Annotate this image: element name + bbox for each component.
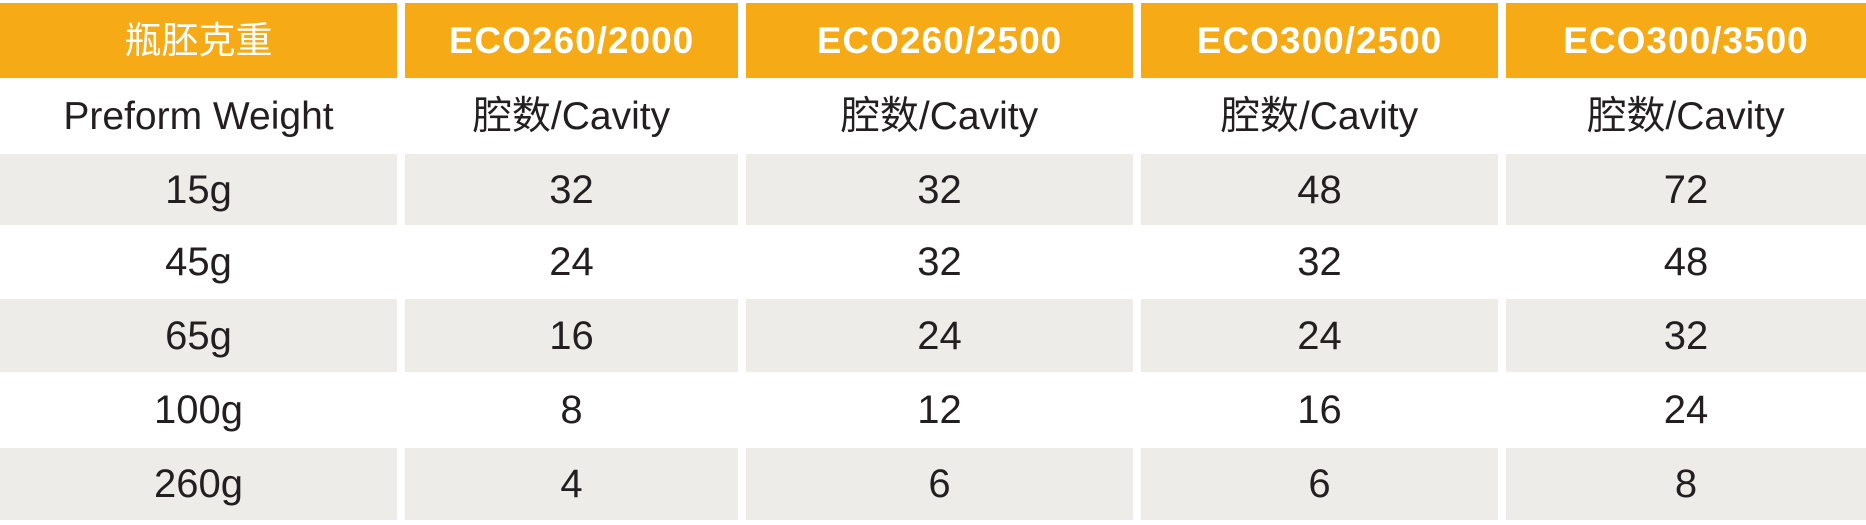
- table-cell: 32: [746, 225, 1133, 299]
- table-cell: 6: [1141, 448, 1498, 520]
- table-cell: 24: [746, 299, 1133, 372]
- row-weight-65g: 65g: [0, 299, 397, 372]
- header-model-eco300-3500: ECO300/3500: [1506, 3, 1866, 78]
- table-cell: 48: [1141, 154, 1498, 225]
- table-cell: 16: [1141, 372, 1498, 448]
- table-cell: 6: [746, 448, 1133, 520]
- row-weight-260g: 260g: [0, 448, 397, 520]
- row-weight-15g: 15g: [0, 154, 397, 225]
- header-model-eco260-2000: ECO260/2000: [405, 3, 738, 78]
- header-model-eco300-2500: ECO300/2500: [1141, 3, 1498, 78]
- table-cell: 48: [1506, 225, 1866, 299]
- table-cell: 8: [1506, 448, 1866, 520]
- cavity-label: 腔数/Cavity: [1506, 78, 1866, 154]
- table-cell: 24: [1506, 372, 1866, 448]
- table-cell: 24: [405, 225, 738, 299]
- row-weight-100g: 100g: [0, 372, 397, 448]
- cavity-label: 腔数/Cavity: [746, 78, 1133, 154]
- header-preform-weight-en: Preform Weight: [0, 78, 397, 154]
- table-cell: 32: [746, 154, 1133, 225]
- header-model-eco260-2500: ECO260/2500: [746, 3, 1133, 78]
- row-weight-45g: 45g: [0, 225, 397, 299]
- table-cell: 32: [1141, 225, 1498, 299]
- table-cell: 12: [746, 372, 1133, 448]
- cavity-label: 腔数/Cavity: [405, 78, 738, 154]
- cavity-label: 腔数/Cavity: [1141, 78, 1498, 154]
- header-preform-weight-zh: 瓶胚克重: [0, 3, 397, 78]
- table-cell: 72: [1506, 154, 1866, 225]
- table-cell: 32: [1506, 299, 1866, 372]
- table-cell: 32: [405, 154, 738, 225]
- table-cell: 8: [405, 372, 738, 448]
- table-cell: 24: [1141, 299, 1498, 372]
- table-cell: 4: [405, 448, 738, 520]
- table-cell: 16: [405, 299, 738, 372]
